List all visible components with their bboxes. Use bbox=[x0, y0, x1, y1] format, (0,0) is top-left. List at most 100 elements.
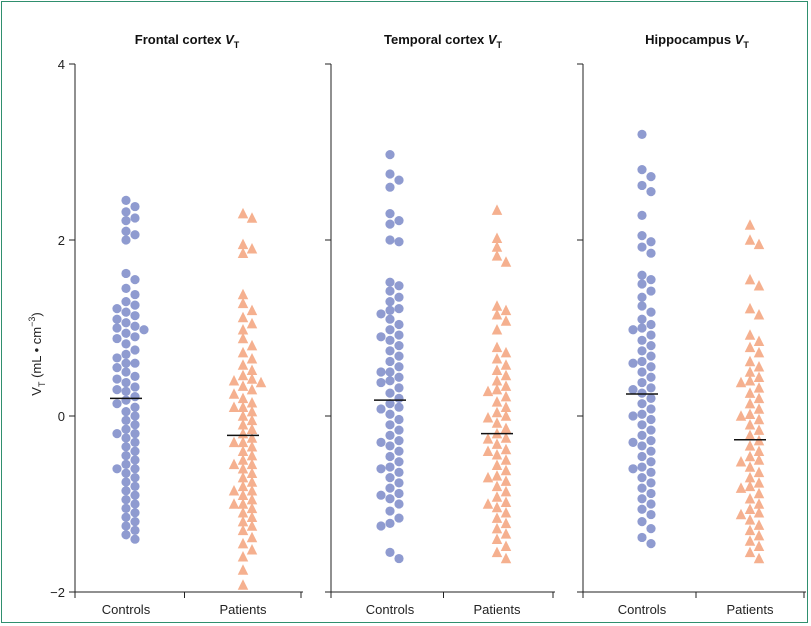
data-point-control bbox=[637, 504, 647, 514]
data-point-control bbox=[130, 371, 140, 381]
data-point-patient bbox=[237, 207, 249, 219]
data-point-control bbox=[646, 172, 656, 182]
data-point-control bbox=[637, 165, 647, 175]
data-point-control bbox=[394, 499, 404, 509]
data-point-patient bbox=[246, 212, 258, 223]
panel-title-text: Temporal cortex bbox=[384, 32, 488, 47]
data-point-control bbox=[646, 341, 656, 351]
data-point-control bbox=[112, 385, 122, 395]
data-point-patient bbox=[735, 508, 747, 520]
data-point-patient bbox=[744, 355, 756, 367]
data-point-control bbox=[385, 277, 395, 287]
data-point-control bbox=[376, 367, 386, 377]
data-point-patient bbox=[237, 524, 249, 536]
data-point-control bbox=[130, 289, 140, 300]
data-point-patient bbox=[482, 412, 494, 423]
data-point-patient bbox=[500, 507, 512, 518]
data-point-control bbox=[376, 521, 386, 531]
data-point-patient bbox=[744, 375, 756, 386]
data-point-patient bbox=[753, 403, 765, 414]
data-point-patient bbox=[491, 300, 503, 311]
data-point-patient bbox=[744, 341, 756, 353]
panel-0: Frontal cortex VT −2 0 2 4 Controls Patients bbox=[50, 32, 303, 617]
data-point-control bbox=[637, 462, 647, 472]
data-point-control bbox=[385, 409, 395, 419]
data-point-control bbox=[112, 323, 122, 333]
data-point-control bbox=[121, 530, 131, 540]
data-point-control bbox=[646, 187, 656, 197]
data-point-control bbox=[112, 314, 122, 324]
data-point-control bbox=[646, 414, 656, 425]
data-point-control bbox=[130, 402, 140, 412]
data-point-control bbox=[121, 216, 131, 226]
data-point-patient bbox=[237, 419, 249, 430]
data-point-patient bbox=[744, 471, 756, 483]
data-point-control bbox=[121, 195, 131, 205]
data-point-patient bbox=[744, 408, 756, 419]
data-point-control bbox=[121, 459, 131, 469]
data-point-control bbox=[385, 169, 395, 179]
data-point-control bbox=[637, 210, 647, 220]
data-point-patient bbox=[237, 288, 249, 300]
data-point-control bbox=[637, 231, 647, 241]
data-point-patient bbox=[491, 417, 503, 428]
data-point-patient bbox=[744, 234, 756, 245]
data-point-control bbox=[121, 415, 131, 425]
data-point-patient bbox=[744, 219, 756, 230]
data-point-control bbox=[385, 399, 395, 409]
data-point-control bbox=[394, 292, 404, 302]
data-point-patient bbox=[237, 480, 249, 492]
data-point-control bbox=[130, 213, 140, 223]
data-point-control bbox=[646, 307, 656, 317]
y-tick-label: 2 bbox=[58, 233, 65, 248]
data-point-patient bbox=[500, 517, 512, 529]
data-point-control bbox=[646, 372, 656, 382]
data-point-patient bbox=[744, 397, 756, 409]
data-point-control bbox=[385, 451, 395, 462]
data-point-control bbox=[394, 436, 404, 446]
data-point-patient bbox=[237, 401, 249, 412]
data-point-control bbox=[385, 518, 395, 528]
data-point-control bbox=[637, 494, 647, 504]
data-point-control bbox=[394, 175, 404, 185]
data-point-patient bbox=[753, 454, 765, 465]
data-point-control bbox=[637, 180, 647, 191]
data-point-control bbox=[112, 464, 122, 474]
data-point-patient bbox=[491, 324, 503, 335]
data-point-patient bbox=[500, 552, 512, 564]
data-point-patient bbox=[500, 369, 512, 381]
data-point-control bbox=[394, 402, 404, 412]
data-point-patient bbox=[500, 380, 512, 391]
data-point-control bbox=[130, 358, 140, 368]
data-point-control bbox=[646, 286, 656, 296]
data-point-patient bbox=[744, 461, 756, 472]
data-point-patient bbox=[735, 410, 747, 421]
panel-title-sub: T bbox=[743, 40, 749, 50]
data-point-patient bbox=[246, 511, 258, 522]
data-point-patient bbox=[237, 537, 249, 549]
data-point-control bbox=[394, 362, 404, 372]
data-point-patient bbox=[744, 450, 756, 462]
data-point-control bbox=[121, 235, 131, 245]
data-point-control bbox=[121, 226, 131, 236]
data-point-control bbox=[121, 451, 131, 461]
data-point-patient bbox=[753, 392, 765, 404]
data-point-patient bbox=[753, 346, 765, 358]
data-point-control bbox=[637, 356, 647, 367]
data-point-patient bbox=[753, 413, 765, 425]
data-point-control bbox=[646, 524, 656, 534]
data-point-patient bbox=[237, 297, 249, 309]
data-point-patient bbox=[500, 454, 512, 465]
y-axis-label: VT (mL • cm−3) bbox=[27, 312, 47, 395]
data-point-control bbox=[646, 362, 656, 372]
data-point-control bbox=[646, 248, 656, 258]
data-point-control bbox=[637, 270, 647, 280]
data-point-patient bbox=[237, 332, 249, 344]
y-axis-label-sub: T bbox=[37, 381, 47, 387]
data-point-patient bbox=[237, 498, 249, 509]
data-point-control bbox=[394, 478, 404, 488]
data-point-patient bbox=[482, 498, 494, 509]
data-point-control bbox=[121, 307, 131, 317]
data-point-patient bbox=[228, 375, 240, 386]
